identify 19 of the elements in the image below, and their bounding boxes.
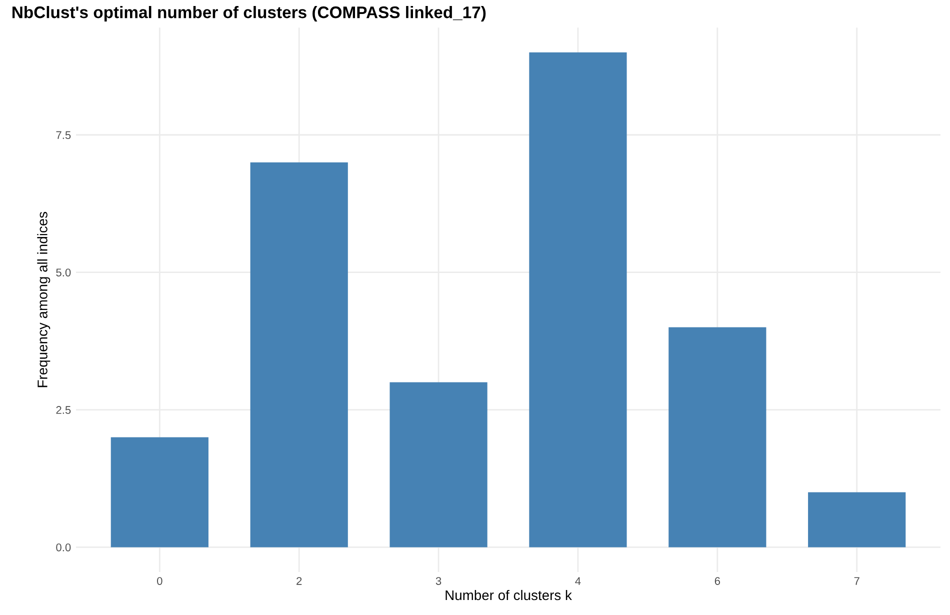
bar: [529, 52, 627, 548]
y-tick-label: 7.5: [56, 131, 71, 140]
bar: [390, 382, 488, 548]
x-tick-label: 6: [714, 577, 720, 585]
chart-title: NbClust's optimal number of clusters (COMPASS linked_17): [12, 6, 486, 22]
x-tick-label: 3: [436, 577, 442, 585]
x-tick-label: 2: [296, 577, 302, 585]
x-tick-label: 0: [157, 577, 162, 585]
x-tick-label: 4: [575, 577, 581, 585]
y-tick-label: 5.0: [56, 268, 71, 276]
y-tick-label: 0.0: [56, 543, 71, 552]
x-tick-label: 7: [854, 577, 860, 585]
y-tick-label: 2.5: [56, 406, 71, 414]
bar: [250, 162, 348, 548]
bar: [808, 492, 906, 548]
bar: [668, 327, 766, 548]
y-axis-title: Frequency among all indices: [37, 212, 50, 388]
x-axis-title: Number of clusters k: [446, 590, 572, 600]
bar: [110, 437, 208, 548]
